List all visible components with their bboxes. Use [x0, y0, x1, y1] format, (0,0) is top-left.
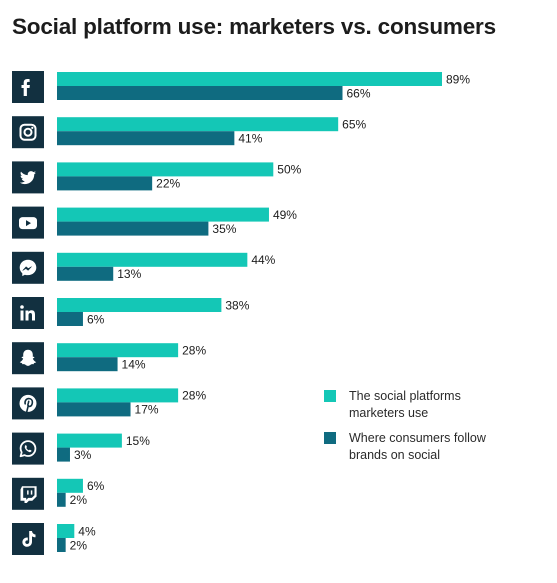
data-label-marketers: 4%	[78, 524, 96, 538]
bar-consumers	[57, 176, 153, 191]
data-label-marketers: 28%	[182, 344, 206, 358]
facebook-icon	[12, 71, 44, 103]
bar-marketers	[57, 72, 442, 86]
snapchat-icon	[12, 342, 44, 375]
data-label-marketers: 15%	[126, 434, 150, 448]
data-label-consumers: 6%	[87, 312, 105, 326]
bar-marketers	[57, 343, 179, 358]
legend-label-consumers-line2: brands on social	[349, 448, 441, 462]
linkedin-icon	[12, 297, 44, 329]
bar-marketers	[57, 524, 75, 538]
legend-label-marketers-line1: The social platforms	[349, 389, 461, 403]
legend-swatch-marketers	[324, 390, 336, 402]
pinterest-icon	[12, 387, 44, 420]
data-label-marketers: 65%	[342, 118, 366, 132]
twitch-icon	[12, 477, 44, 510]
bar-consumers	[57, 447, 70, 462]
data-label-consumers: 35%	[212, 222, 236, 236]
data-label-marketers: 6%	[87, 479, 105, 493]
bar-consumers	[57, 131, 235, 146]
legend-swatch-consumers	[324, 432, 336, 444]
data-label-consumers: 14%	[122, 358, 146, 372]
data-label-marketers: 38%	[225, 298, 249, 312]
data-label-consumers: 66%	[347, 86, 371, 100]
data-label-marketers: 28%	[182, 389, 206, 403]
data-label-consumers: 41%	[238, 132, 262, 146]
legend-label-consumers-line1: Where consumers follow	[349, 431, 486, 445]
youtube-icon	[12, 206, 44, 239]
legend-label-marketers-line2: marketers use	[349, 406, 429, 420]
bar-consumers	[57, 402, 131, 417]
bar-consumers	[57, 221, 209, 236]
data-label-marketers: 50%	[277, 163, 301, 177]
chart-title: Social platform use: marketers vs. consu…	[12, 14, 496, 39]
bar-consumers	[57, 357, 118, 372]
data-label-consumers: 22%	[156, 177, 180, 191]
bar-consumers	[57, 538, 66, 552]
bar-marketers	[57, 478, 83, 493]
whatsapp-icon	[12, 432, 44, 465]
instagram-icon	[12, 116, 44, 149]
bar-marketers	[57, 298, 222, 312]
tiktok-icon	[12, 523, 44, 555]
bar-marketers	[57, 117, 339, 132]
data-label-marketers: 89%	[446, 72, 470, 86]
bar-consumers	[57, 86, 343, 100]
bar-marketers	[57, 207, 269, 222]
bar-consumers	[57, 312, 83, 326]
bar-marketers	[57, 433, 122, 448]
data-label-consumers: 13%	[117, 267, 141, 281]
bar-consumers	[57, 492, 66, 507]
data-label-marketers: 49%	[273, 208, 297, 222]
data-label-consumers: 17%	[135, 403, 159, 417]
data-label-consumers: 2%	[70, 538, 88, 552]
bar-consumers	[57, 266, 114, 281]
data-label-consumers: 3%	[74, 448, 92, 462]
data-label-marketers: 44%	[251, 253, 275, 267]
bar-marketers	[57, 388, 179, 403]
data-label-consumers: 2%	[70, 493, 88, 507]
messenger-icon	[12, 251, 44, 284]
twitter-icon	[12, 161, 44, 194]
bar-marketers	[57, 252, 248, 267]
bar-marketers	[57, 162, 274, 177]
